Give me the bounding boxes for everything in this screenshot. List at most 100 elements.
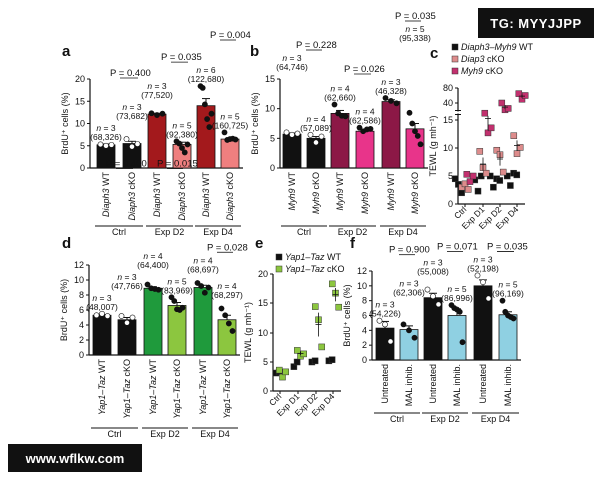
data-point [134, 141, 141, 147]
panel-letter: b [250, 43, 259, 60]
n-label-group: n = 3(73,682) [116, 102, 148, 121]
panel-letter: a [62, 43, 71, 60]
category-label: Myh9 WT [335, 172, 345, 211]
n-label: n = 5 [447, 284, 466, 294]
category-label: Yap1–Taz cKO [122, 359, 132, 419]
data-point [435, 301, 442, 308]
category-label: Yap1–Taz WT [97, 359, 107, 416]
data-point [222, 312, 229, 319]
data-point [388, 98, 394, 104]
p-value-label: P = 0.400 [110, 68, 151, 79]
p-value-group: P = 0.028 [207, 242, 248, 253]
data-point [507, 182, 514, 189]
data-point [342, 113, 349, 120]
data-point [328, 356, 336, 363]
cell-count-label: (52,198) [467, 263, 499, 273]
y-tick-label: 8 [79, 290, 84, 300]
p-value-group: P = 0.900 [389, 245, 430, 256]
legend-label: Yap1–Taz WT [285, 252, 342, 262]
p-value-label: P = 0.028 [207, 242, 248, 253]
p-value-label: P = 0.900 [389, 245, 430, 256]
bar [399, 329, 419, 361]
y-tick-label: 10 [265, 104, 275, 114]
data-point [199, 85, 206, 91]
category-label: Yap1–Taz cKO [222, 359, 232, 419]
n-label: n = 3 [473, 254, 492, 264]
data-point [293, 358, 301, 366]
category-label: Untreated [428, 364, 438, 404]
y-tick-label: 0 [362, 355, 367, 365]
category-label: Diaph3 cKO [177, 172, 187, 221]
data-point [294, 130, 301, 137]
panel-letter: e [255, 235, 263, 252]
data-point [458, 189, 465, 197]
y-axis-label: BrdU⁺ cells (%) [59, 279, 69, 341]
n-label-group: n = 3(54,226) [369, 300, 401, 319]
legend-marker [451, 55, 459, 63]
group-label: Exp D2 [150, 429, 180, 439]
data-point [155, 286, 162, 293]
p-value-label: P = 0.228 [296, 40, 337, 51]
y-tick-label: 20 [258, 269, 268, 279]
y-tick-label: 80 [443, 83, 453, 93]
n-label: n = 3 [375, 300, 394, 310]
y-tick-label: 15 [265, 74, 275, 84]
data-point [459, 339, 466, 346]
category-label: Diaph3 cKO [127, 172, 137, 221]
bar [92, 314, 112, 356]
n-label: n = 3 [381, 77, 400, 87]
cell-count-label: (95,338) [399, 33, 431, 43]
data-point [382, 321, 388, 328]
data-point [451, 175, 459, 183]
category-label: Myh9 WT [386, 172, 396, 211]
cell-count-label: (68,297) [211, 290, 243, 300]
cell-count-label: (48,007) [86, 302, 118, 312]
n-label-group: n = 5(160,725) [212, 111, 249, 130]
p-value-label: P = 0.035 [487, 241, 528, 252]
n-label-group: n = 6(122,680) [188, 65, 225, 84]
category-label: Untreated [380, 364, 390, 404]
data-point [124, 319, 130, 326]
n-label: n = 5 [172, 120, 191, 130]
data-point [123, 136, 130, 142]
cell-count-label: (55,008) [417, 267, 449, 277]
data-point [171, 298, 178, 304]
legend-marker [275, 253, 283, 261]
data-point [406, 327, 412, 334]
data-point [181, 149, 188, 156]
p-value-label: P = 0.026 [344, 64, 385, 75]
p-value-label: P = 0.004 [210, 30, 251, 41]
cell-count-label: (64,400) [137, 260, 169, 270]
data-point [393, 100, 400, 107]
data-point [414, 133, 421, 139]
y-tick-label: 0 [80, 163, 85, 173]
n-label: n = 4 [193, 255, 212, 265]
data-point [463, 171, 471, 178]
y-tick-label: 5 [270, 133, 275, 143]
n-label: n = 3 [96, 123, 115, 133]
data-point [179, 304, 186, 311]
y-tick-label: 15 [75, 96, 85, 106]
y-tick-label: 10 [258, 328, 268, 338]
bar [193, 287, 213, 356]
legend-label: Myh9 cKO [461, 66, 503, 76]
panel-b: 0 5 10 15 BrdU⁺ cells (%) Myh9 WT Myh9 cKO Myh9… [250, 11, 436, 237]
data-point [311, 357, 319, 365]
panel-letter: d [62, 235, 71, 252]
data-point [129, 143, 135, 150]
data-point [481, 109, 489, 117]
data-point [510, 315, 517, 322]
data-point [513, 150, 521, 157]
data-point [485, 295, 492, 302]
data-point [318, 343, 325, 351]
data-point [476, 148, 484, 155]
n-label: n = 3 [147, 81, 166, 91]
watermark-bottom: www.wflkw.com [8, 444, 142, 472]
data-point [154, 112, 160, 118]
y-tick-label: 4 [79, 320, 84, 330]
y-tick-label: 10 [357, 281, 367, 291]
data-point [208, 110, 215, 117]
legend-label: Yap1–Taz cKO [285, 264, 345, 274]
data-point [498, 99, 506, 107]
panel-a: 0 5 10 15 20 BrdU⁺ cells (%) Diaph3 WT Diaph3 c… [60, 30, 251, 237]
